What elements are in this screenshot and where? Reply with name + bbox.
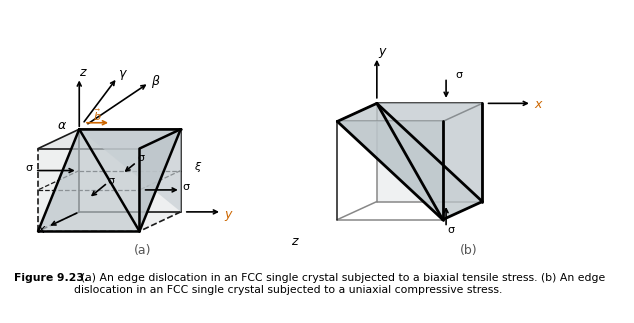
Text: z: z (291, 235, 298, 248)
Text: y: y (378, 45, 385, 58)
Text: Figure 9.23.: Figure 9.23. (14, 273, 88, 283)
Polygon shape (337, 103, 482, 121)
Text: α: α (58, 119, 66, 132)
Text: (b): (b) (460, 244, 478, 257)
Polygon shape (38, 129, 181, 149)
Polygon shape (139, 129, 181, 231)
Text: z: z (79, 66, 86, 79)
Polygon shape (139, 129, 181, 231)
Text: σ: σ (456, 70, 463, 80)
Text: σ: σ (182, 182, 189, 192)
Text: (a): (a) (134, 244, 152, 257)
Polygon shape (377, 103, 482, 202)
Polygon shape (337, 103, 482, 220)
Polygon shape (337, 121, 443, 220)
Text: y: y (224, 208, 232, 221)
Text: (a) An edge dislocation in an FCC single crystal subjected to a biaxial tensile : (a) An edge dislocation in an FCC single… (74, 273, 605, 295)
Polygon shape (377, 103, 482, 202)
Text: β: β (152, 75, 159, 88)
Text: ξ: ξ (194, 162, 200, 172)
Polygon shape (443, 103, 482, 220)
Polygon shape (38, 129, 181, 231)
Text: σ: σ (25, 163, 32, 173)
Polygon shape (79, 129, 181, 212)
Text: x: x (37, 223, 45, 236)
Text: γ: γ (119, 67, 126, 80)
Text: σ: σ (448, 225, 455, 235)
Text: σ: σ (138, 153, 145, 163)
Text: σ: σ (107, 176, 114, 186)
Text: $\vec{b}$: $\vec{b}$ (93, 108, 102, 123)
Text: x: x (534, 98, 542, 111)
Polygon shape (38, 129, 79, 231)
